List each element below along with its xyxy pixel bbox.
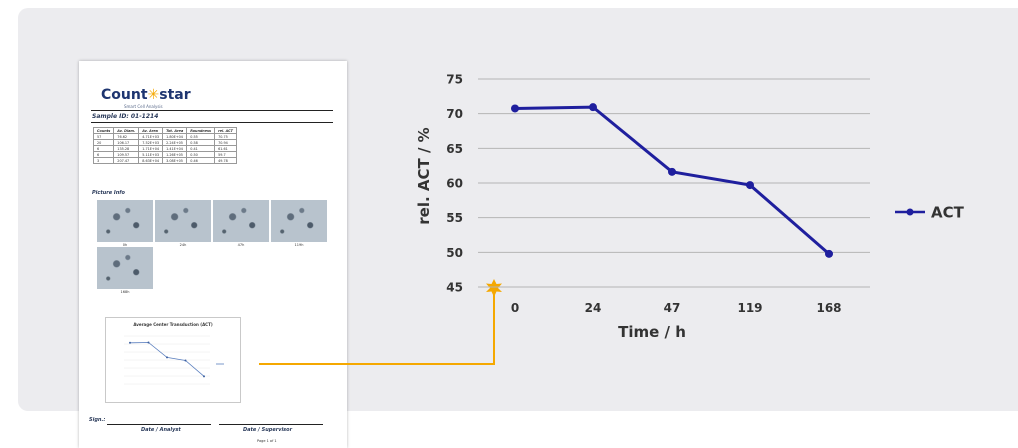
x-tick-label: 119	[737, 301, 762, 315]
mini-chart-title: Average Center Transduction (ACT)	[133, 322, 213, 327]
picture-info-heading: Picture Info	[92, 190, 125, 196]
mini-data-point	[129, 341, 131, 344]
y-tick-label: 70	[446, 107, 463, 121]
y-tick-label: 55	[446, 211, 463, 225]
table-row: 20 106.17 7.52E+03 2.24E+05 0.58 70.94	[92, 139, 237, 146]
table-cell: 207.47	[113, 157, 140, 164]
table-cell: 49.78	[214, 157, 237, 164]
chart-grid	[478, 78, 870, 288]
image-time-label: 168h	[120, 290, 130, 294]
microscope-image	[97, 247, 153, 289]
table-row: 3 207.47 8.63E+04 3.08E+05 0.46 49.78	[92, 157, 237, 164]
image-time-label: 47h	[237, 243, 245, 247]
x-tick-label: 47	[664, 301, 681, 315]
date-analyst-label: Date / Analyst	[141, 427, 181, 433]
data-point	[746, 181, 754, 190]
results-table-header: Counts Av. Diam. Av. Area Tot. Area Roundnes…	[92, 127, 237, 134]
connector-line	[259, 290, 495, 365]
series-line-act	[514, 105, 830, 255]
logo-tagline: Smart Cell Analysis	[124, 104, 163, 109]
y-tick-label: 75	[446, 73, 463, 87]
legend-marker	[906, 208, 914, 216]
table-cell: 3	[92, 157, 115, 164]
report-document: Count✳star Smart Cell Analysis Sample ID…	[79, 61, 347, 448]
sign-label: Sign.:	[89, 417, 106, 423]
y-axis-label: rel. ACT / %	[415, 127, 433, 224]
mini-data-point	[166, 356, 168, 359]
y-tick-label: 45	[446, 281, 463, 295]
data-point	[589, 103, 597, 112]
data-point	[825, 249, 833, 258]
image-time-label: 119h	[294, 243, 304, 247]
y-tick-label: 60	[446, 177, 463, 191]
analyst-sign-line	[107, 424, 211, 425]
microscope-image	[97, 200, 153, 242]
x-tick-label: 0	[511, 301, 519, 315]
mini-data-point	[147, 341, 150, 344]
data-point	[668, 167, 676, 176]
microscope-image	[271, 200, 327, 242]
x-axis-label: Time / h	[618, 323, 686, 341]
image-time-label: 24h	[179, 243, 187, 247]
mini-data-point	[203, 375, 205, 378]
y-tick-labels: 45 50 55 60 65 70 75	[446, 73, 463, 295]
mini-chart-plot	[124, 335, 224, 385]
microscope-image	[213, 200, 269, 242]
microscope-image	[155, 200, 211, 242]
supervisor-sign-line	[219, 424, 323, 425]
x-tick-label: 168	[816, 301, 841, 315]
mini-chart: Average Center Transduction (ACT)	[105, 317, 241, 403]
results-table: Counts Av. Diam. Av. Area Tot. Area Roundnes…	[92, 127, 237, 164]
series-points	[511, 103, 833, 258]
sample-id: Sample ID: 01-1214	[92, 113, 159, 120]
image-time-label: 0h	[122, 243, 128, 247]
header-rule	[91, 110, 333, 111]
x-tick-labels: 0 24 47 119 168	[511, 301, 842, 315]
countstar-logo: Count✳star	[101, 87, 191, 103]
sample-rule	[91, 122, 333, 123]
date-supervisor-label: Date / Supervisor	[243, 427, 293, 433]
page-number: Page 1 of 1	[257, 439, 277, 443]
x-tick-label: 24	[585, 301, 602, 315]
mini-data-point	[184, 359, 187, 362]
origin-star-icon	[486, 279, 502, 297]
table-cell: 3.08E+05	[162, 157, 188, 164]
y-tick-label: 65	[446, 142, 463, 156]
legend-label-act: ACT	[931, 204, 965, 222]
legend: ACT	[895, 204, 965, 222]
y-tick-label: 50	[446, 246, 463, 260]
data-point	[511, 104, 519, 113]
